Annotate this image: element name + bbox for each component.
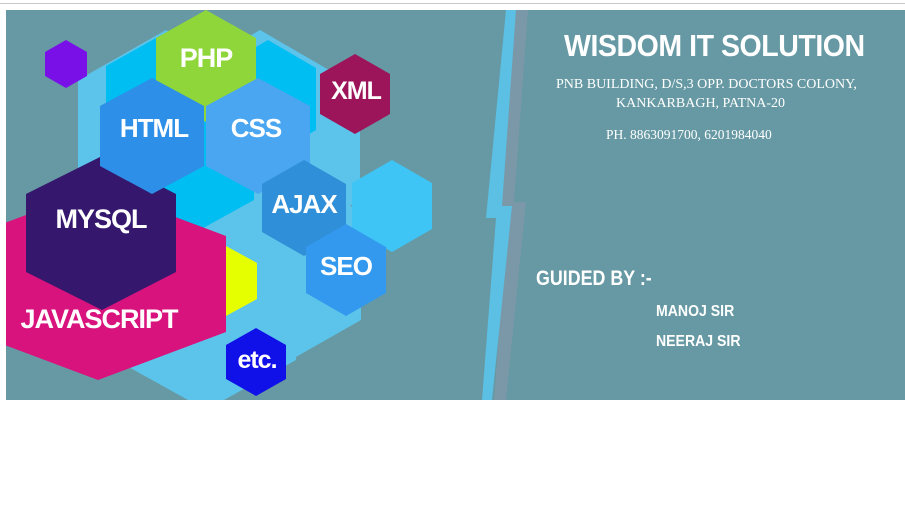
label-javascript: JAVASCRIPT	[20, 304, 179, 334]
address-line-2: KANKARBAGH, PATNA-20	[616, 96, 786, 111]
guide-name: NEERAJ SIR	[656, 333, 741, 350]
hexagon-css	[206, 78, 310, 194]
violet-hexagon	[45, 40, 87, 88]
sky-hexagon	[352, 160, 432, 252]
label-html: HTML	[120, 113, 189, 143]
banner: PHP HTML CSS XML AJAX SEO MYSQL JAVASCRI…	[6, 10, 905, 400]
company-name: WISDOM IT SOLUTION	[564, 28, 865, 63]
address-line-1: PNB BUILDING, D/S,3 OPP. DOCTORS COLONY,	[556, 77, 857, 92]
banner-artwork: PHP HTML CSS XML AJAX SEO MYSQL JAVASCRI…	[6, 10, 528, 400]
guide-name: MANOJ SIR	[656, 303, 735, 320]
hexagon-html	[100, 78, 204, 194]
slash-divider-light	[482, 10, 516, 400]
slash-divider-dark	[494, 10, 528, 400]
label-mysql: MYSQL	[55, 204, 147, 234]
label-ajax: AJAX	[271, 189, 338, 219]
hexagon-xml	[320, 54, 390, 134]
phone-numbers: PH. 8863091700, 6201984040	[606, 127, 772, 142]
guided-by-heading: GUIDED BY :-	[536, 267, 652, 290]
hexagon-etc	[226, 328, 286, 396]
hexagon-ajax	[262, 160, 346, 256]
label-css: CSS	[231, 113, 282, 143]
label-xml: XML	[331, 77, 382, 105]
top-divider	[0, 3, 905, 4]
label-php: PHP	[180, 43, 234, 73]
hexagon-mysql	[26, 156, 176, 310]
label-etc: etc.	[237, 346, 276, 374]
label-seo: SEO	[320, 251, 373, 281]
hexagon-seo	[306, 224, 386, 316]
